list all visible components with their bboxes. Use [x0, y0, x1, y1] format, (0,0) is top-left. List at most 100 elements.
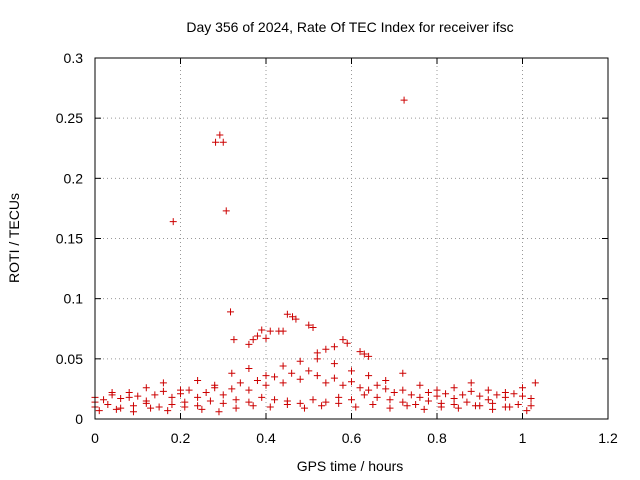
y-tick-label: 0.05	[56, 351, 83, 367]
data-point	[194, 376, 202, 384]
data-point	[279, 379, 287, 387]
data-point	[467, 379, 475, 387]
data-points	[91, 96, 539, 416]
data-point	[232, 396, 240, 404]
data-point	[155, 403, 163, 411]
data-point	[262, 334, 270, 342]
data-point	[523, 407, 531, 415]
data-point	[151, 391, 159, 399]
data-point	[279, 362, 287, 370]
data-point	[322, 345, 330, 353]
data-point	[288, 369, 296, 377]
data-point	[129, 408, 137, 416]
data-point	[216, 131, 224, 139]
data-point	[258, 393, 266, 401]
data-point	[215, 408, 223, 416]
data-point	[245, 398, 253, 406]
data-point	[519, 384, 526, 392]
data-point	[330, 360, 338, 368]
data-point	[309, 324, 317, 332]
data-point	[437, 403, 445, 411]
data-point	[399, 398, 407, 406]
data-point	[300, 404, 308, 412]
data-point	[463, 398, 471, 406]
data-point	[467, 387, 475, 395]
data-point	[348, 367, 355, 375]
data-point	[454, 404, 462, 412]
x-tick-label: 1	[519, 430, 527, 446]
data-point	[305, 367, 313, 375]
data-point	[330, 343, 338, 351]
data-point	[219, 138, 227, 146]
data-point	[356, 348, 364, 356]
data-point	[514, 401, 522, 409]
data-point	[95, 407, 103, 415]
data-point	[134, 392, 142, 400]
data-point	[125, 393, 133, 401]
data-point	[100, 396, 108, 404]
data-point	[313, 349, 321, 357]
data-point	[343, 339, 351, 347]
y-tick-label: 0.25	[56, 110, 83, 126]
data-point	[484, 386, 492, 394]
data-point	[258, 326, 266, 334]
data-point	[335, 399, 343, 407]
data-point	[506, 403, 514, 411]
data-point	[169, 218, 177, 226]
data-point	[202, 389, 210, 397]
data-point	[335, 393, 343, 401]
data-point	[471, 402, 479, 410]
data-point	[262, 381, 270, 389]
data-point	[142, 399, 150, 407]
data-point	[450, 401, 458, 409]
data-point	[262, 372, 270, 380]
data-point	[283, 310, 291, 318]
data-point	[519, 392, 526, 400]
data-point	[159, 379, 167, 387]
x-tick-label: 0.2	[171, 430, 191, 446]
x-axis-label: GPS time / hours	[297, 458, 404, 474]
data-point	[420, 405, 428, 413]
data-point	[296, 399, 304, 407]
data-point	[322, 398, 330, 406]
axis-ticks: 0 0.2 0.4 0.6 0.8 1 1.2 0 0.05 0.1 0.15 0.2 0.25 0.3	[56, 50, 618, 446]
data-point	[510, 390, 518, 398]
x-tick-label: 0.4	[256, 430, 276, 446]
data-point	[266, 403, 274, 411]
data-point	[168, 393, 176, 401]
data-point	[403, 402, 411, 410]
x-tick-label: 0	[91, 430, 99, 446]
data-point	[245, 386, 253, 394]
data-point	[296, 375, 304, 383]
data-point	[322, 379, 330, 387]
data-point	[168, 401, 176, 409]
data-point	[219, 399, 227, 407]
data-point	[245, 364, 253, 372]
data-point	[386, 396, 394, 404]
y-tick-label: 0	[75, 411, 83, 427]
data-point	[459, 391, 467, 399]
y-tick-label: 0.1	[64, 291, 84, 307]
data-point	[390, 389, 398, 397]
data-point	[348, 378, 355, 386]
data-point	[181, 403, 189, 411]
data-point	[212, 138, 220, 146]
y-axis-label: ROTI / TECUs	[6, 193, 22, 283]
data-point	[309, 396, 317, 404]
data-point	[279, 327, 287, 335]
data-point	[292, 315, 300, 323]
data-point	[147, 404, 155, 412]
data-point	[416, 381, 424, 389]
x-tick-label: 0.8	[427, 430, 447, 446]
data-point	[283, 401, 291, 409]
data-point	[249, 336, 257, 344]
data-point	[493, 391, 501, 399]
data-point	[177, 386, 184, 394]
data-point	[489, 399, 497, 407]
data-point	[348, 396, 355, 404]
data-point	[142, 384, 150, 392]
data-point	[489, 405, 497, 413]
data-point	[356, 384, 364, 392]
data-point	[271, 373, 279, 381]
data-point	[433, 386, 441, 394]
